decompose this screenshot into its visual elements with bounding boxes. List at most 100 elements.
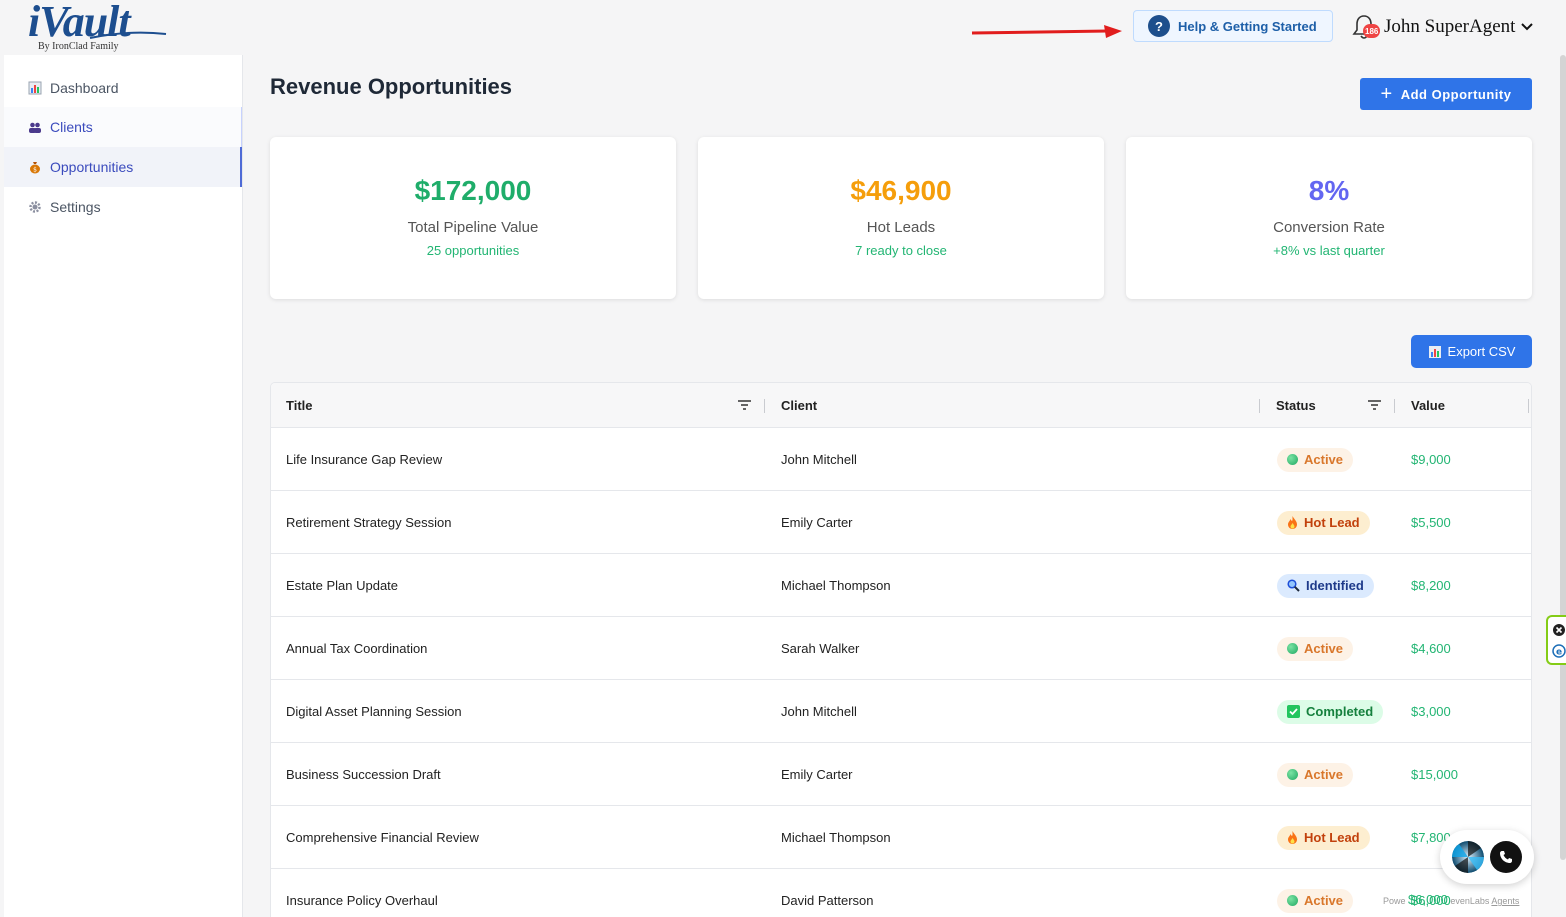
extension-logo-icon[interactable]: e	[1552, 644, 1566, 658]
table-header: Title Client Status Value	[271, 383, 1531, 428]
green-dot-icon	[1287, 769, 1298, 780]
opportunities-table: Title Client Status Value Life Insurance…	[270, 382, 1532, 917]
sidebar-item-settings[interactable]: Settings	[4, 187, 242, 227]
table-row[interactable]: Business Succession Draft Emily Carter A…	[271, 743, 1531, 806]
status-badge: Hot Lead	[1277, 825, 1370, 850]
column-header-title[interactable]: Title	[286, 398, 313, 413]
stat-card-pipeline: $172,000 Total Pipeline Value 25 opportu…	[270, 137, 676, 299]
stat-subtext: 25 opportunities	[426, 243, 520, 258]
app-logo[interactable]: iVault By IronClad Family	[28, 0, 167, 52]
cell-value: $5,500	[1411, 515, 1451, 530]
checkmark-icon	[1287, 705, 1300, 718]
svg-text:$: $	[33, 167, 37, 174]
filter-icon[interactable]	[738, 399, 751, 411]
chart-icon	[1428, 345, 1441, 358]
cell-client: John Mitchell	[781, 704, 857, 719]
cell-value: $3,000	[1411, 704, 1451, 719]
notification-badge: 186	[1363, 24, 1381, 38]
table-row[interactable]: Digital Asset Planning Session John Mitc…	[271, 680, 1531, 743]
chevron-down-icon[interactable]	[1521, 23, 1534, 31]
status-badge: Completed	[1277, 699, 1384, 724]
table-row[interactable]: Life Insurance Gap Review John Mitchell …	[271, 428, 1531, 491]
users-icon	[29, 122, 41, 133]
cell-status: Active	[1277, 869, 1354, 917]
column-divider[interactable]	[1259, 399, 1260, 413]
column-header-value[interactable]: Value	[1411, 398, 1445, 413]
sidebar-item-dashboard[interactable]: Dashboard	[4, 68, 242, 108]
status-badge: Identified	[1277, 573, 1374, 598]
cell-client: Michael Thompson	[781, 830, 891, 845]
cell-client: John Mitchell	[781, 452, 857, 467]
table-row[interactable]: Retirement Strategy Session Emily Carter…	[271, 491, 1531, 554]
cell-client: David Patterson	[781, 893, 874, 908]
stat-label: Hot Leads	[866, 219, 936, 236]
page-title: Revenue Opportunities	[270, 74, 513, 99]
sidebar-item-label: Clients	[50, 119, 93, 135]
cell-value: $8,200	[1411, 578, 1451, 593]
status-label: Completed	[1306, 704, 1374, 719]
cell-status: Active	[1277, 617, 1354, 680]
column-divider[interactable]	[1528, 399, 1529, 413]
notification-bell[interactable]: 186	[1350, 13, 1381, 41]
help-getting-started-button[interactable]: ? Help & Getting Started	[1133, 10, 1333, 42]
filter-icon[interactable]	[1368, 399, 1381, 411]
question-icon: ?	[1148, 15, 1170, 37]
table-row[interactable]: Comprehensive Financial Review Michael T…	[271, 806, 1531, 869]
table-row[interactable]: Insurance Policy Overhaul David Patterso…	[271, 869, 1531, 917]
close-icon[interactable]	[1552, 623, 1566, 637]
powered-prefix: Powe	[1383, 896, 1406, 906]
cell-value: $9,000	[1411, 452, 1451, 467]
table-row[interactable]: Estate Plan Update Michael Thompson Iden…	[271, 554, 1531, 617]
logo-text: iVault	[28, 0, 131, 46]
column-header-status[interactable]: Status	[1276, 398, 1316, 413]
sidebar-item-clients[interactable]: Clients	[4, 107, 242, 147]
column-header-client[interactable]: Client	[781, 398, 818, 413]
cell-value: $7,800	[1411, 830, 1451, 845]
page-scrollbar[interactable]	[1560, 55, 1566, 860]
powered-by-text: Powe $6,000 evenLabs Agents	[1383, 892, 1519, 907]
stat-label: Total Pipeline Value	[407, 219, 539, 236]
status-badge: Active	[1277, 762, 1354, 787]
svg-text:e: e	[1556, 648, 1562, 658]
status-badge: Active	[1277, 447, 1354, 472]
phone-icon	[1500, 851, 1512, 863]
cell-client: Emily Carter	[781, 767, 853, 782]
logo-tagline: By IronClad Family	[38, 41, 119, 52]
stat-value: $172,000	[414, 175, 532, 206]
agent-orb-icon[interactable]	[1452, 841, 1484, 873]
stat-value: $46,900	[850, 175, 952, 206]
column-divider[interactable]	[1394, 399, 1395, 413]
extension-side-tab[interactable]: e	[1546, 615, 1566, 665]
cell-status: Completed	[1277, 680, 1384, 743]
table-row[interactable]: Annual Tax Coordination Sarah Walker Act…	[271, 617, 1531, 680]
voice-agent-widget[interactable]	[1440, 830, 1534, 884]
powered-link[interactable]: Agents	[1491, 896, 1520, 906]
stat-value: 8%	[1308, 175, 1350, 206]
cell-title: Retirement Strategy Session	[286, 515, 452, 530]
status-badge: Active	[1277, 636, 1354, 661]
sidebar-item-label: Opportunities	[50, 159, 134, 175]
export-csv-button[interactable]: Export CSV	[1411, 335, 1532, 368]
add-opportunity-button[interactable]: + Add Opportunity	[1360, 78, 1532, 110]
status-label: Active	[1304, 641, 1344, 656]
stat-label: Conversion Rate	[1273, 219, 1385, 236]
cell-title: Business Succession Draft	[286, 767, 441, 782]
gear-icon	[29, 201, 41, 213]
cell-client: Michael Thompson	[781, 578, 891, 593]
money-bag-icon: $	[30, 162, 40, 174]
call-button[interactable]	[1490, 841, 1522, 873]
overlapped-value: $6,000	[1408, 892, 1448, 907]
status-label: Active	[1304, 452, 1344, 467]
red-arrow-icon	[971, 25, 1122, 38]
cell-title: Life Insurance Gap Review	[286, 452, 443, 467]
user-menu[interactable]: 186 John SuperAgent	[1350, 10, 1534, 44]
status-label: Active	[1304, 767, 1344, 782]
fire-icon	[1288, 831, 1297, 844]
stat-card-hot-leads: $46,900 Hot Leads 7 ready to close	[698, 137, 1104, 299]
sidebar-item-opportunities[interactable]: $ Opportunities	[4, 147, 242, 187]
cell-value: $6,000	[1411, 893, 1451, 908]
column-divider[interactable]	[764, 399, 765, 413]
green-dot-icon	[1287, 454, 1298, 465]
fire-icon	[1288, 516, 1297, 529]
user-name: John SuperAgent	[1384, 16, 1516, 37]
